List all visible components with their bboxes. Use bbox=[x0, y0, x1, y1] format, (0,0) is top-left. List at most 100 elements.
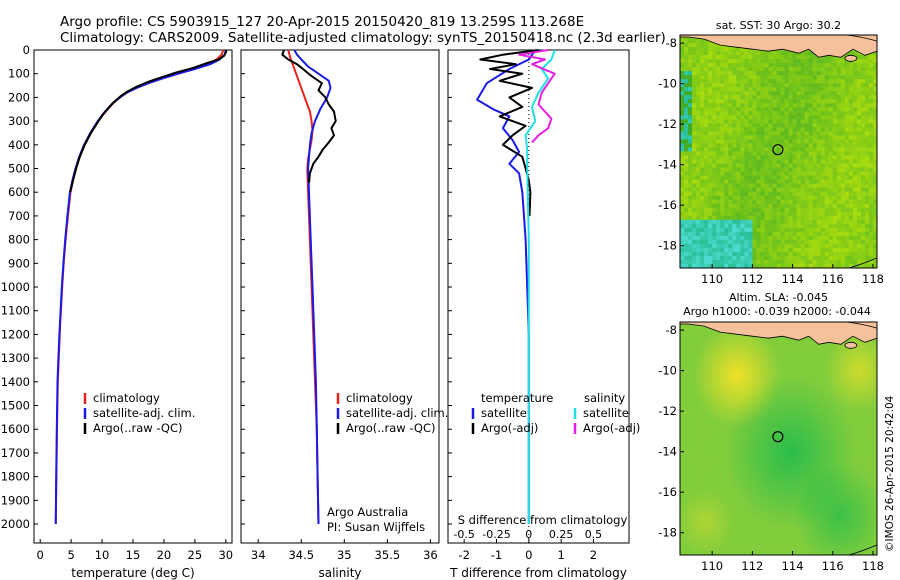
sla-map-cell bbox=[756, 386, 761, 391]
sst-map-cell bbox=[768, 215, 773, 221]
sst-map-cell bbox=[816, 71, 822, 76]
sst-map-cell bbox=[736, 51, 741, 56]
sla-map-cell bbox=[756, 338, 761, 343]
sst-map-cell bbox=[712, 91, 717, 96]
sst-map-cell bbox=[768, 187, 773, 193]
sst-map-cell bbox=[812, 231, 818, 237]
sst-map-cell bbox=[684, 83, 689, 88]
temperature-panel bbox=[33, 49, 233, 544]
sst-map-cell bbox=[844, 219, 850, 225]
sla-map-cell bbox=[764, 370, 769, 375]
sst-map-cell bbox=[792, 83, 797, 88]
sst-map-cell bbox=[712, 263, 717, 269]
sst-map-cell bbox=[836, 135, 842, 140]
sst-map-cell bbox=[848, 227, 854, 233]
sst-map-cell bbox=[756, 243, 761, 249]
sst-map-cell bbox=[776, 143, 781, 148]
sst-map-cell bbox=[740, 111, 745, 116]
sla-map-cell bbox=[700, 362, 705, 367]
sst-map-cell bbox=[728, 195, 733, 201]
sla-map-cell bbox=[764, 454, 769, 459]
sst-map-cell bbox=[868, 187, 874, 193]
sst-map-cell bbox=[756, 215, 761, 221]
sst-map-cell bbox=[712, 67, 717, 72]
sla-map-cell bbox=[816, 374, 822, 379]
sla-map-cell bbox=[836, 414, 842, 419]
sst-map-cell bbox=[796, 115, 802, 120]
sla-map-cell bbox=[684, 366, 689, 371]
sst-map-cell bbox=[680, 143, 685, 148]
sla-map-cell bbox=[784, 378, 789, 383]
sst-map-cell bbox=[800, 87, 806, 92]
sst-map-cell bbox=[736, 115, 741, 120]
sla-map-cell bbox=[844, 354, 850, 359]
sst-map-cell bbox=[796, 179, 802, 185]
sst-map-cell bbox=[792, 75, 797, 80]
sst-map-cell bbox=[704, 107, 709, 112]
sst-map-cell bbox=[708, 131, 713, 136]
sst-map-cell bbox=[752, 75, 757, 80]
sla-map-cell bbox=[752, 434, 757, 439]
sst-map-cell bbox=[684, 143, 689, 148]
sla-map-cell bbox=[796, 462, 802, 468]
sst-map-cell bbox=[688, 227, 693, 233]
sst-map-cell bbox=[764, 199, 769, 205]
sst-map-cell bbox=[780, 67, 785, 72]
sst-map-cell bbox=[772, 87, 777, 92]
sla-map-cell bbox=[872, 438, 878, 443]
sst-map-cell bbox=[732, 87, 737, 92]
sst-map-cell bbox=[844, 263, 850, 269]
sst-map-cell bbox=[844, 171, 850, 177]
sst-map-cell bbox=[836, 99, 842, 104]
sla-map-cell bbox=[812, 386, 818, 391]
sst-map-cell bbox=[772, 259, 777, 265]
sst-map-cell bbox=[708, 127, 713, 132]
sst-map-cell bbox=[696, 195, 701, 201]
temperature-legend-label: satellite-adj. clim. bbox=[93, 406, 195, 420]
sst-map-cell bbox=[856, 139, 862, 144]
sla-map-cell bbox=[684, 434, 689, 439]
sst-map-cell bbox=[796, 91, 802, 96]
sla-map-cell bbox=[836, 398, 842, 403]
sst-map-cell bbox=[848, 263, 854, 269]
sst-map-cell bbox=[752, 83, 757, 88]
sst-map-cell bbox=[768, 203, 773, 209]
sst-map-cell bbox=[688, 187, 693, 193]
sla-map-cell bbox=[816, 354, 822, 359]
sst-map-cell bbox=[736, 219, 741, 225]
sst-map-cell bbox=[800, 103, 806, 108]
sst-map-cell bbox=[820, 111, 826, 116]
sst-map-cell bbox=[800, 123, 806, 128]
sla-map-cell bbox=[728, 454, 733, 459]
sst-map-cell bbox=[832, 199, 838, 205]
sla-map-cell bbox=[764, 342, 769, 347]
sst-map-cell bbox=[760, 55, 765, 60]
sla-map-cell bbox=[836, 402, 842, 407]
sla-map-cell bbox=[820, 442, 826, 447]
sst-map-cell bbox=[752, 111, 757, 116]
sst-map-cell bbox=[804, 167, 810, 172]
sla-map-cell bbox=[776, 478, 781, 484]
sla-map-cell bbox=[700, 418, 705, 423]
sst-map-cell bbox=[700, 247, 705, 253]
sst-map-cell bbox=[712, 259, 717, 265]
sla-map-cell bbox=[804, 422, 810, 427]
sst-map-cell bbox=[800, 187, 806, 193]
sst-map-cell bbox=[700, 259, 705, 265]
sla-map-cell bbox=[724, 426, 729, 431]
sst-map-cell bbox=[692, 223, 697, 229]
sst-map-cell bbox=[784, 99, 789, 104]
sla-map-cell bbox=[752, 370, 757, 375]
sst-map-cell bbox=[716, 111, 721, 116]
sst-map-cell bbox=[752, 107, 757, 112]
sla-map-cell bbox=[708, 382, 713, 387]
sla-map-cell bbox=[680, 338, 685, 343]
sst-map-cell bbox=[868, 103, 874, 108]
sst-map-cell bbox=[716, 127, 721, 132]
sst-map-cell bbox=[728, 51, 733, 56]
sst-map-cell bbox=[796, 227, 802, 233]
sla-map-cell bbox=[788, 398, 793, 403]
sst-map-cell bbox=[808, 63, 814, 68]
sst-map-cell bbox=[788, 131, 793, 136]
sst-map-land bbox=[679, 34, 878, 58]
